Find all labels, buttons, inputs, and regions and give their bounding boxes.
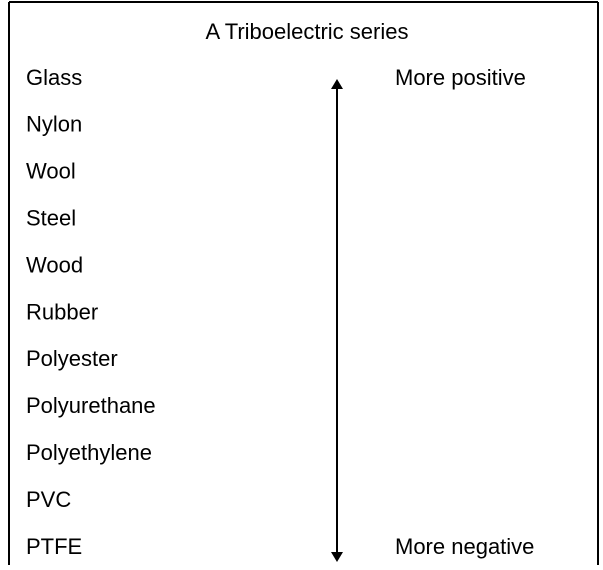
item: Polyethylene xyxy=(26,440,152,465)
item: Polyurethane xyxy=(26,393,156,418)
item: Steel xyxy=(26,206,76,231)
title: A Triboelectric series xyxy=(206,19,409,44)
item: Wood xyxy=(26,252,83,277)
item: Nylon xyxy=(26,112,82,137)
item: Rubber xyxy=(26,299,98,324)
item: PTFE xyxy=(26,534,82,559)
label-bottom: More negative xyxy=(395,534,534,559)
item-list: Glass Nylon Wool Steel Wood Rubber Polyester Po… xyxy=(26,65,156,559)
label-top: More positive xyxy=(395,65,526,90)
item: Wool xyxy=(26,159,76,184)
item: Glass xyxy=(26,65,82,90)
item: Polyester xyxy=(26,346,118,371)
item: PVC xyxy=(26,487,71,512)
